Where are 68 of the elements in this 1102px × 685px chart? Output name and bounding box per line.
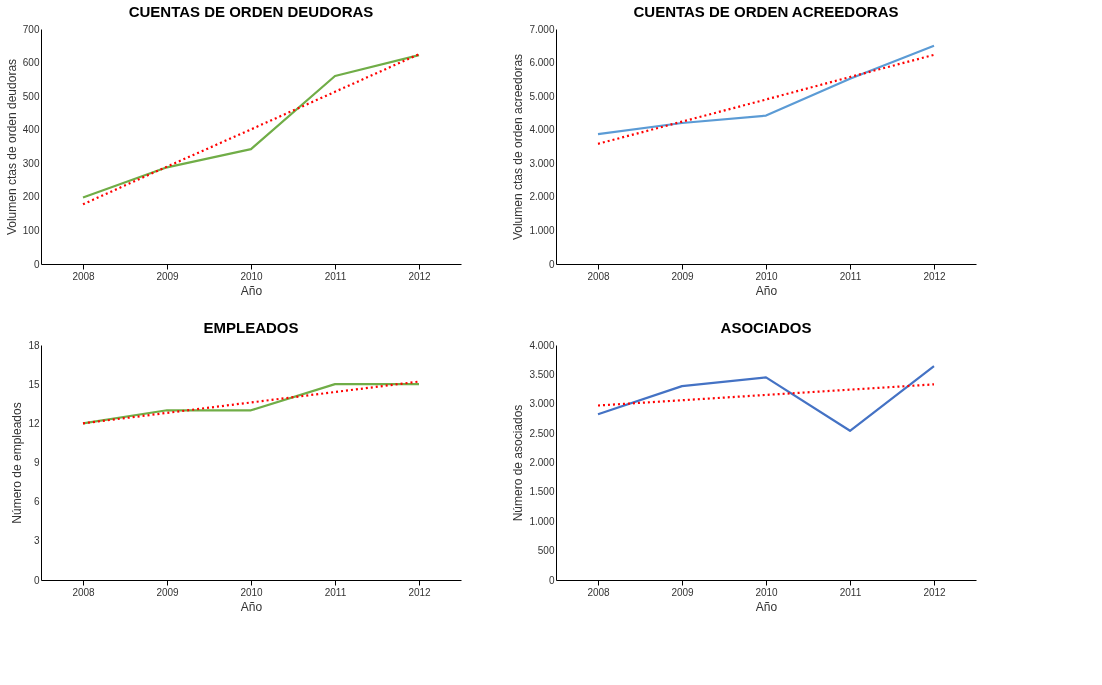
y-tick-label: 600 [22, 57, 40, 69]
y-tick-label: 4.000 [529, 124, 555, 136]
x-tick-label: 2011 [839, 586, 862, 598]
y-tick-label: 500 [537, 545, 555, 557]
x-tick-label: 2012 [923, 586, 947, 598]
x-tick-label: 2011 [324, 270, 347, 282]
x-tick-label: 2009 [156, 270, 180, 282]
y-tick-label: 15 [28, 378, 40, 390]
line-series [596, 383, 936, 407]
x-tick-label: 2012 [408, 270, 432, 282]
x-tick-label: 2011 [839, 270, 862, 282]
y-tick-label: 6 [33, 496, 40, 508]
x-tick-label: 2012 [408, 586, 432, 598]
x-tick-label: 2010 [755, 270, 779, 282]
x-axis-title: Año [240, 599, 263, 614]
y-tick-label: 0 [33, 258, 40, 270]
x-tick-label: 2012 [923, 270, 947, 282]
y-tick-label: 3.000 [529, 157, 555, 169]
line-series [596, 365, 936, 432]
x-tick-label: 2008 [587, 270, 611, 282]
line-series [596, 53, 936, 145]
y-tick-label: 12 [28, 417, 40, 429]
y-tick-label: 2.500 [529, 427, 555, 439]
x-axis-title: Año [240, 283, 263, 298]
y-tick-label: 5.000 [529, 90, 555, 102]
chart-title: CUENTAS DE ORDEN DEUDORAS [128, 3, 374, 20]
y-axis-title: Volumen ctas de orden deudoras [4, 58, 19, 236]
y-tick-label: 1.000 [529, 515, 555, 527]
y-tick-label: 400 [22, 124, 40, 136]
y-tick-label: 100 [22, 224, 40, 236]
y-tick-label: 700 [22, 23, 40, 35]
y-tick-label: 2.000 [529, 191, 555, 203]
y-tick-label: 6.000 [529, 57, 555, 69]
y-tick-label: 300 [22, 157, 40, 169]
x-tick-label: 2009 [156, 586, 180, 598]
chart-title: EMPLEADOS [203, 319, 299, 336]
y-tick-label: 3.000 [529, 398, 555, 410]
chart-title: ASOCIADOS [720, 319, 812, 336]
y-tick-label: 0 [33, 574, 40, 586]
line-series [596, 44, 936, 136]
x-axis-title: Año [755, 599, 778, 614]
x-tick-label: 2010 [755, 586, 779, 598]
x-tick-label: 2010 [240, 586, 264, 598]
x-tick-label: 2010 [240, 270, 264, 282]
y-tick-label: 0 [548, 574, 555, 586]
y-tick-label: 4.000 [529, 339, 555, 351]
x-tick-label: 2011 [324, 586, 347, 598]
x-tick-label: 2008 [72, 270, 96, 282]
y-axis-title: Número de asociados [511, 404, 526, 522]
y-tick-label: 500 [22, 90, 40, 102]
y-tick-label: 2.000 [529, 457, 555, 468]
y-tick-label: 1.000 [529, 224, 555, 236]
x-axis-title: Año [755, 283, 778, 298]
x-tick-label: 2008 [587, 586, 611, 598]
chart-title: CUENTAS DE ORDEN ACREEDORAS [633, 3, 899, 20]
y-tick-label: 200 [22, 191, 40, 203]
y-tick-label: 18 [28, 339, 40, 351]
y-tick-label: 0 [548, 258, 555, 270]
x-tick-label: 2008 [72, 586, 96, 598]
y-axis-title: Número de empleados [10, 402, 25, 524]
y-tick-label: 9 [33, 457, 40, 468]
y-tick-label: 7.000 [529, 23, 555, 35]
y-tick-label: 1.500 [529, 486, 555, 498]
y-tick-label: 3 [33, 535, 40, 547]
y-tick-label: 3.500 [529, 368, 555, 380]
x-tick-label: 2009 [671, 586, 695, 598]
y-axis-title: Volumen ctas de orden acreedoras [511, 53, 526, 241]
x-tick-label: 2009 [671, 270, 695, 282]
